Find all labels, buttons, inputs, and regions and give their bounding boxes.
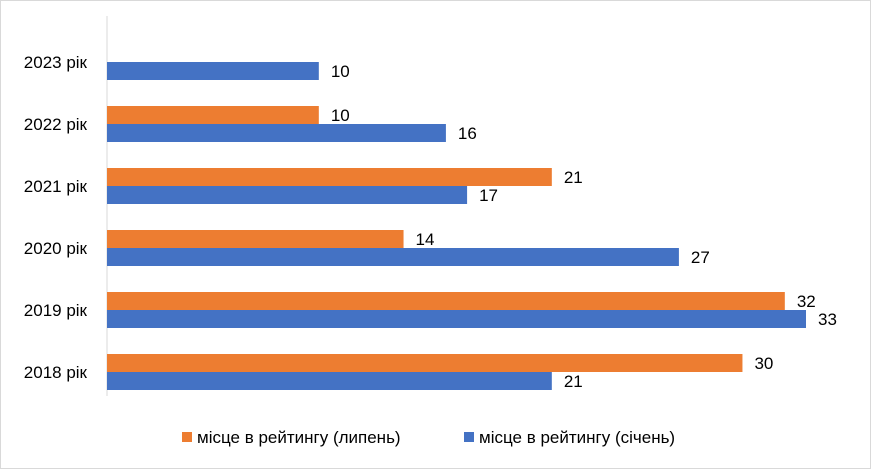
category-label-2019-рік: 2019 рік — [24, 301, 88, 320]
legend-label-january: місце в рейтингу (січень) — [479, 428, 675, 447]
bar-january-2019-рік — [107, 310, 806, 328]
bar-july-2019-рік — [107, 292, 785, 310]
data-label-january-2019-рік: 33 — [818, 310, 837, 329]
bar-july-2018-рік — [107, 354, 743, 372]
bar-january-2022-рік — [107, 124, 446, 142]
legend: місце в рейтингу (липень) місце в рейтинг… — [182, 428, 675, 447]
category-label-2021-рік: 2021 рік — [24, 177, 88, 196]
bar-july-2022-рік — [107, 106, 319, 124]
data-label-january-2021-рік: 17 — [479, 186, 498, 205]
category-labels: 2023 рік 2022 рік 2021 рік 2020 рік 2019 рік… — [24, 53, 88, 382]
category-label-2020-рік: 2020 рік — [24, 239, 88, 258]
bars — [107, 62, 806, 390]
bar-january-2020-рік — [107, 248, 679, 266]
data-label-july-2021-рік: 21 — [564, 168, 583, 187]
bar-january-2021-рік — [107, 186, 468, 204]
category-label-2018-рік: 2018 рік — [24, 363, 88, 382]
bar-january-2023-рік — [107, 62, 319, 80]
legend-swatch-january — [464, 432, 474, 442]
bar-july-2021-рік — [107, 168, 552, 186]
data-label-july-2018-рік: 30 — [754, 354, 773, 373]
data-label-january-2020-рік: 27 — [691, 248, 710, 267]
category-label-2023-рік: 2023 рік — [24, 53, 88, 72]
category-label-2022-рік: 2022 рік — [24, 115, 88, 134]
bar-july-2020-рік — [107, 230, 404, 248]
data-label-july-2022-рік: 10 — [331, 106, 350, 125]
bar-january-2018-рік — [107, 372, 552, 390]
data-label-july-2020-рік: 14 — [416, 230, 435, 249]
legend-label-july: місце в рейтингу (липень) — [197, 428, 401, 447]
legend-swatch-july — [182, 432, 192, 442]
data-label-january-2022-рік: 16 — [458, 124, 477, 143]
data-label-january-2023-рік: 10 — [331, 62, 350, 81]
data-label-july-2019-рік: 32 — [797, 292, 816, 311]
data-label-january-2018-рік: 21 — [564, 372, 583, 391]
